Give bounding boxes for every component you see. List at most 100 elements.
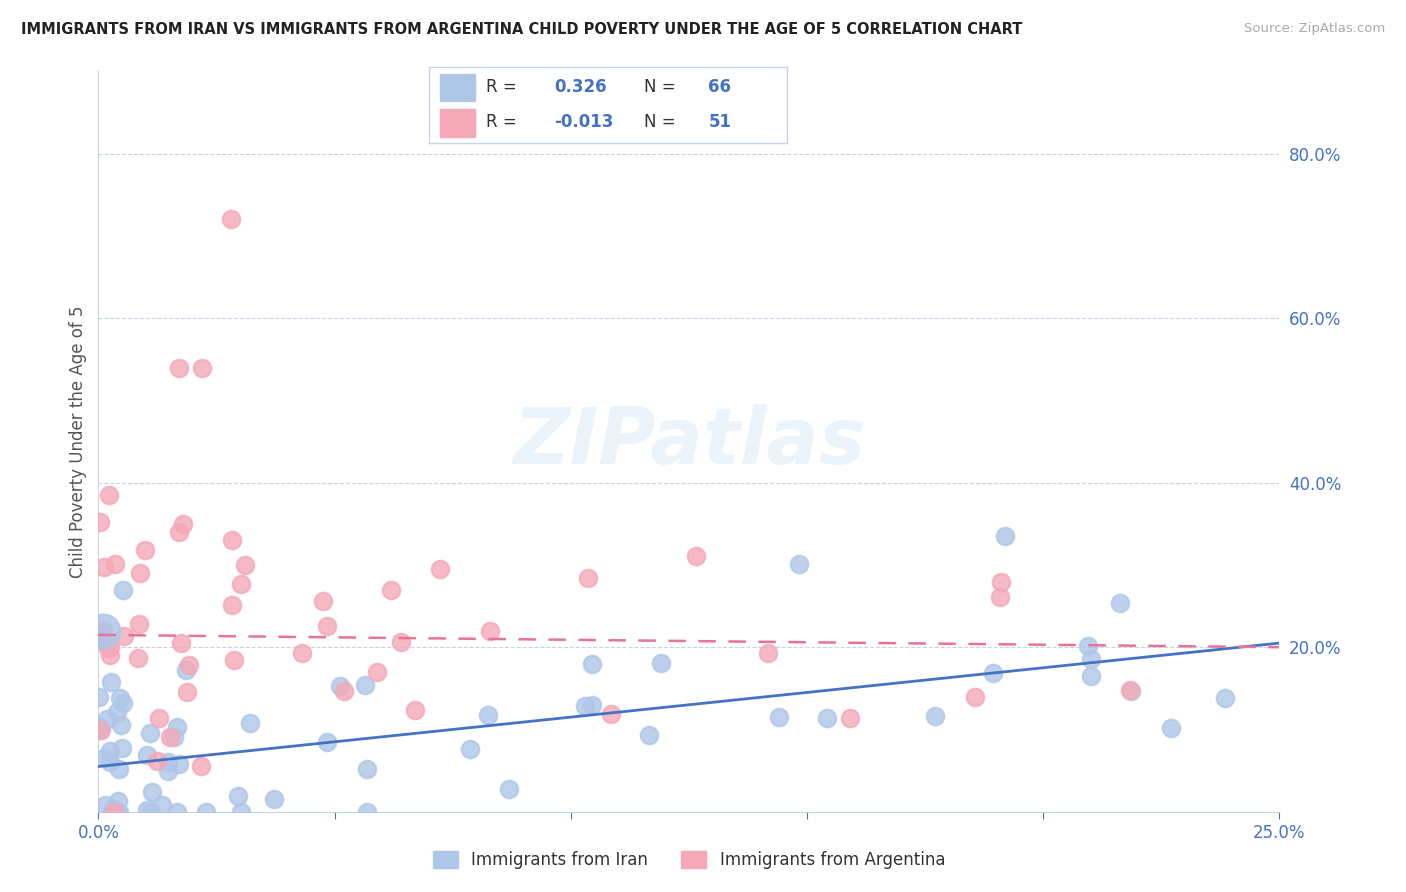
Point [176,663,198,677]
Text: 66: 66 [709,78,731,96]
Point [389,635,412,649]
Point [1121,684,1143,698]
Point [156,764,179,779]
Point [139,726,162,740]
Point [333,684,356,698]
Point [650,656,672,670]
Point [1215,690,1237,705]
Point [127,651,149,665]
Point [576,571,599,585]
Point [1160,722,1182,736]
Point [97,640,120,655]
Text: Source: ZipAtlas.com: Source: ZipAtlas.com [1244,22,1385,36]
Text: IMMIGRANTS FROM IRAN VS IMMIGRANTS FROM ARGENTINA CHILD POVERTY UNDER THE AGE OF: IMMIGRANTS FROM IRAN VS IMMIGRANTS FROM … [21,22,1022,37]
Text: -0.013: -0.013 [554,113,613,131]
Point [100,675,122,690]
Point [638,728,661,742]
Point [1108,596,1130,610]
Point [1119,683,1142,698]
Point [89,630,111,644]
Point [312,594,335,608]
Point [148,711,170,725]
Point [988,590,1011,604]
Point [329,680,352,694]
Point [685,549,707,563]
Point [176,685,198,699]
Point [169,756,191,771]
Point [581,657,603,671]
Point [190,759,212,773]
Point [756,646,779,660]
Point [316,618,339,632]
Point [104,558,127,572]
Text: R =: R = [486,78,522,96]
Point [98,648,121,662]
Text: 51: 51 [709,113,731,131]
Point [787,557,810,571]
Point [112,582,135,597]
Text: 0.326: 0.326 [554,78,607,96]
Point [89,515,111,529]
Point [166,720,188,734]
Point [599,706,621,721]
Text: ZIPatlas: ZIPatlas [513,403,865,480]
Point [136,747,159,762]
Point [366,665,388,679]
Point [291,646,314,660]
Point [233,558,256,572]
Point [91,624,114,638]
Point [93,559,115,574]
Point [96,712,118,726]
Legend: Immigrants from Iran, Immigrants from Argentina: Immigrants from Iran, Immigrants from Ar… [425,843,953,878]
Bar [440,74,475,101]
Point [107,762,129,776]
Point [477,708,499,723]
Point [98,755,121,769]
Point [105,805,128,819]
Point [91,624,114,638]
Point [167,524,190,539]
Point [574,699,596,714]
Point [924,709,946,723]
Point [219,212,242,227]
Point [315,735,337,749]
Point [356,763,378,777]
Point [145,754,167,768]
Point [990,574,1012,589]
Point [221,599,243,613]
Point [839,711,862,725]
Point [139,805,162,819]
Point [101,802,124,816]
Point [228,789,250,803]
Point [112,697,135,711]
Bar [440,110,475,136]
Point [105,705,128,719]
Point [108,805,131,819]
Point [815,711,838,725]
Point [90,723,112,737]
Point [221,533,243,547]
Point [994,529,1017,543]
Point [1077,639,1099,653]
Point [404,703,426,717]
Point [498,781,520,796]
Point [239,715,262,730]
Point [112,629,135,643]
Point [170,635,193,649]
Point [965,690,987,704]
Y-axis label: Child Poverty Under the Age of 5: Child Poverty Under the Age of 5 [69,305,87,578]
Point [162,730,184,744]
Point [356,805,378,819]
Point [1080,668,1102,682]
Point [89,690,111,704]
Point [581,698,603,712]
Point [110,718,132,732]
Point [157,756,180,770]
Point [222,653,245,667]
Point [89,723,111,737]
Point [111,741,134,756]
Point [98,488,121,502]
Point [135,803,157,817]
Point [263,792,285,806]
Point [167,360,190,375]
